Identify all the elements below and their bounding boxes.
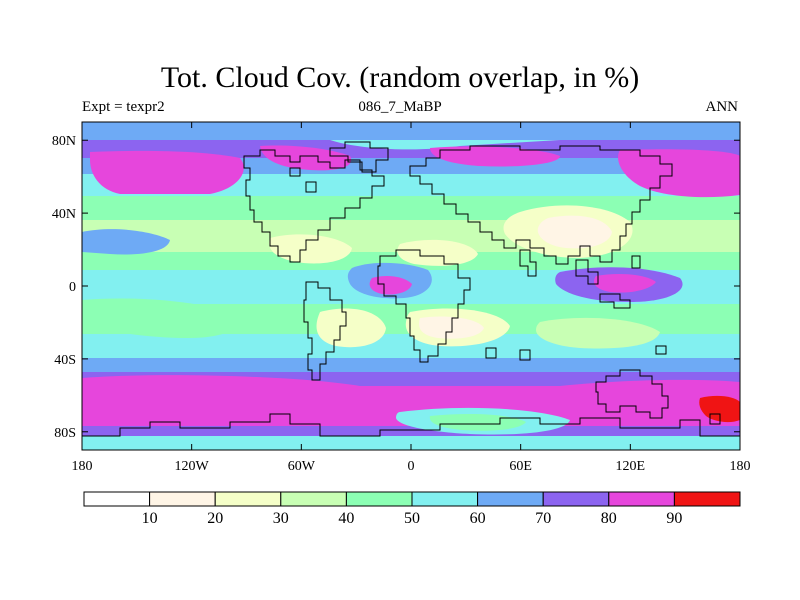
colorbar-swatch bbox=[477, 491, 544, 507]
colorbar-level-label: 50 bbox=[404, 510, 420, 527]
lat-tick-label: 80S bbox=[54, 426, 76, 441]
experiment-label: Expt = texpr2 bbox=[82, 99, 165, 115]
lon-tick-label: 0 bbox=[408, 459, 415, 474]
coastline-segment bbox=[575, 259, 599, 285]
lat-tick-label: 40S bbox=[54, 353, 76, 368]
colorbar-swatch bbox=[214, 491, 282, 507]
lon-tick-label: 180 bbox=[72, 459, 93, 474]
coastline-segment bbox=[595, 369, 669, 419]
colorbar-level-label: 40 bbox=[338, 510, 354, 527]
colorbar-level-label: 80 bbox=[601, 510, 617, 527]
lon-tick-label: 120E bbox=[616, 459, 646, 474]
colorbar-swatch bbox=[149, 491, 216, 507]
case-label: 086_7_MaBP bbox=[358, 99, 442, 115]
longitude-labels: 180 120W 60W 0 60E 120E 180 bbox=[72, 459, 751, 474]
lon-tick-label: 180 bbox=[730, 459, 751, 474]
colorbar-swatch bbox=[411, 491, 479, 507]
colorbar-labels: 10 20 30 40 50 60 70 80 90 bbox=[142, 510, 683, 527]
cloud-cover-region bbox=[369, 276, 412, 295]
lat-tick-label: 0 bbox=[69, 280, 76, 295]
cloud-cover-region bbox=[82, 426, 740, 438]
colorbar-level-label: 10 bbox=[142, 510, 158, 527]
cloud-cover-region bbox=[82, 436, 740, 450]
coastline-segment bbox=[289, 167, 301, 177]
cloud-cover-region bbox=[430, 146, 560, 167]
cloud-cover-region bbox=[82, 196, 740, 220]
coastline-segment bbox=[519, 349, 531, 361]
lat-tick-label: 40N bbox=[52, 207, 76, 222]
cloud-cover-region bbox=[618, 149, 740, 198]
cloud-cover-region bbox=[316, 308, 386, 348]
cloud-cover-region bbox=[418, 316, 484, 339]
colorbar-swatch bbox=[345, 491, 413, 507]
lon-tick-label: 60W bbox=[288, 459, 316, 474]
coastline-segment bbox=[709, 413, 721, 425]
colorbar-level-label: 60 bbox=[470, 510, 486, 527]
cloud-cover-region bbox=[397, 239, 478, 266]
cloud-cover-region bbox=[82, 375, 740, 392]
colorbar-level-label: 70 bbox=[535, 510, 551, 527]
cloud-cover-region bbox=[537, 215, 612, 249]
colorbar-swatch bbox=[673, 491, 741, 507]
coastline-segment bbox=[243, 149, 385, 263]
plot-title: Tot. Cloud Cov. (random overlap, in %) bbox=[160, 61, 640, 94]
colorbar-level-label: 90 bbox=[666, 510, 682, 527]
coastline-segment bbox=[485, 347, 497, 359]
cloud-cover-region bbox=[82, 140, 740, 158]
cloud-cover-region bbox=[82, 298, 238, 338]
cloud-cover-region bbox=[699, 395, 740, 423]
coastlines bbox=[82, 141, 740, 437]
coastline-segment bbox=[655, 345, 667, 355]
coastline-segment bbox=[329, 141, 389, 173]
colorbar-swatch bbox=[83, 491, 151, 507]
cloud-cover-region bbox=[536, 317, 660, 349]
colorbar-level-label: 20 bbox=[207, 510, 223, 527]
cloud-cover-region bbox=[90, 150, 244, 194]
coastline-segment bbox=[631, 255, 641, 269]
colorbar-level-label: 30 bbox=[273, 510, 289, 527]
coastline-segment bbox=[409, 145, 673, 265]
cloud-cover-region bbox=[260, 145, 352, 171]
colorbar-swatch bbox=[280, 491, 347, 507]
cloud-cover-region bbox=[82, 229, 170, 255]
colorbar bbox=[83, 491, 741, 507]
latitude-labels: 80N 40N 0 40S 80S bbox=[52, 134, 76, 441]
axis-ticks bbox=[81, 122, 741, 450]
coastline-segment bbox=[599, 293, 631, 309]
cloud-cover-region bbox=[82, 122, 740, 140]
coastline-segment bbox=[82, 413, 740, 437]
coastline-segment bbox=[303, 281, 347, 381]
season-label: ANN bbox=[705, 99, 739, 115]
cloud-cover-field bbox=[82, 122, 740, 450]
coastline-segment bbox=[377, 249, 471, 363]
cloud-cover-region bbox=[593, 274, 656, 293]
coastline-segment bbox=[519, 249, 537, 277]
colorbar-swatch bbox=[542, 491, 610, 507]
lon-tick-label: 60E bbox=[509, 459, 532, 474]
lon-tick-label: 120W bbox=[175, 459, 210, 474]
lat-tick-label: 80N bbox=[52, 134, 76, 149]
colorbar-swatch bbox=[608, 491, 675, 507]
coastline-segment bbox=[305, 181, 317, 193]
cloud-cover-region bbox=[82, 358, 740, 372]
